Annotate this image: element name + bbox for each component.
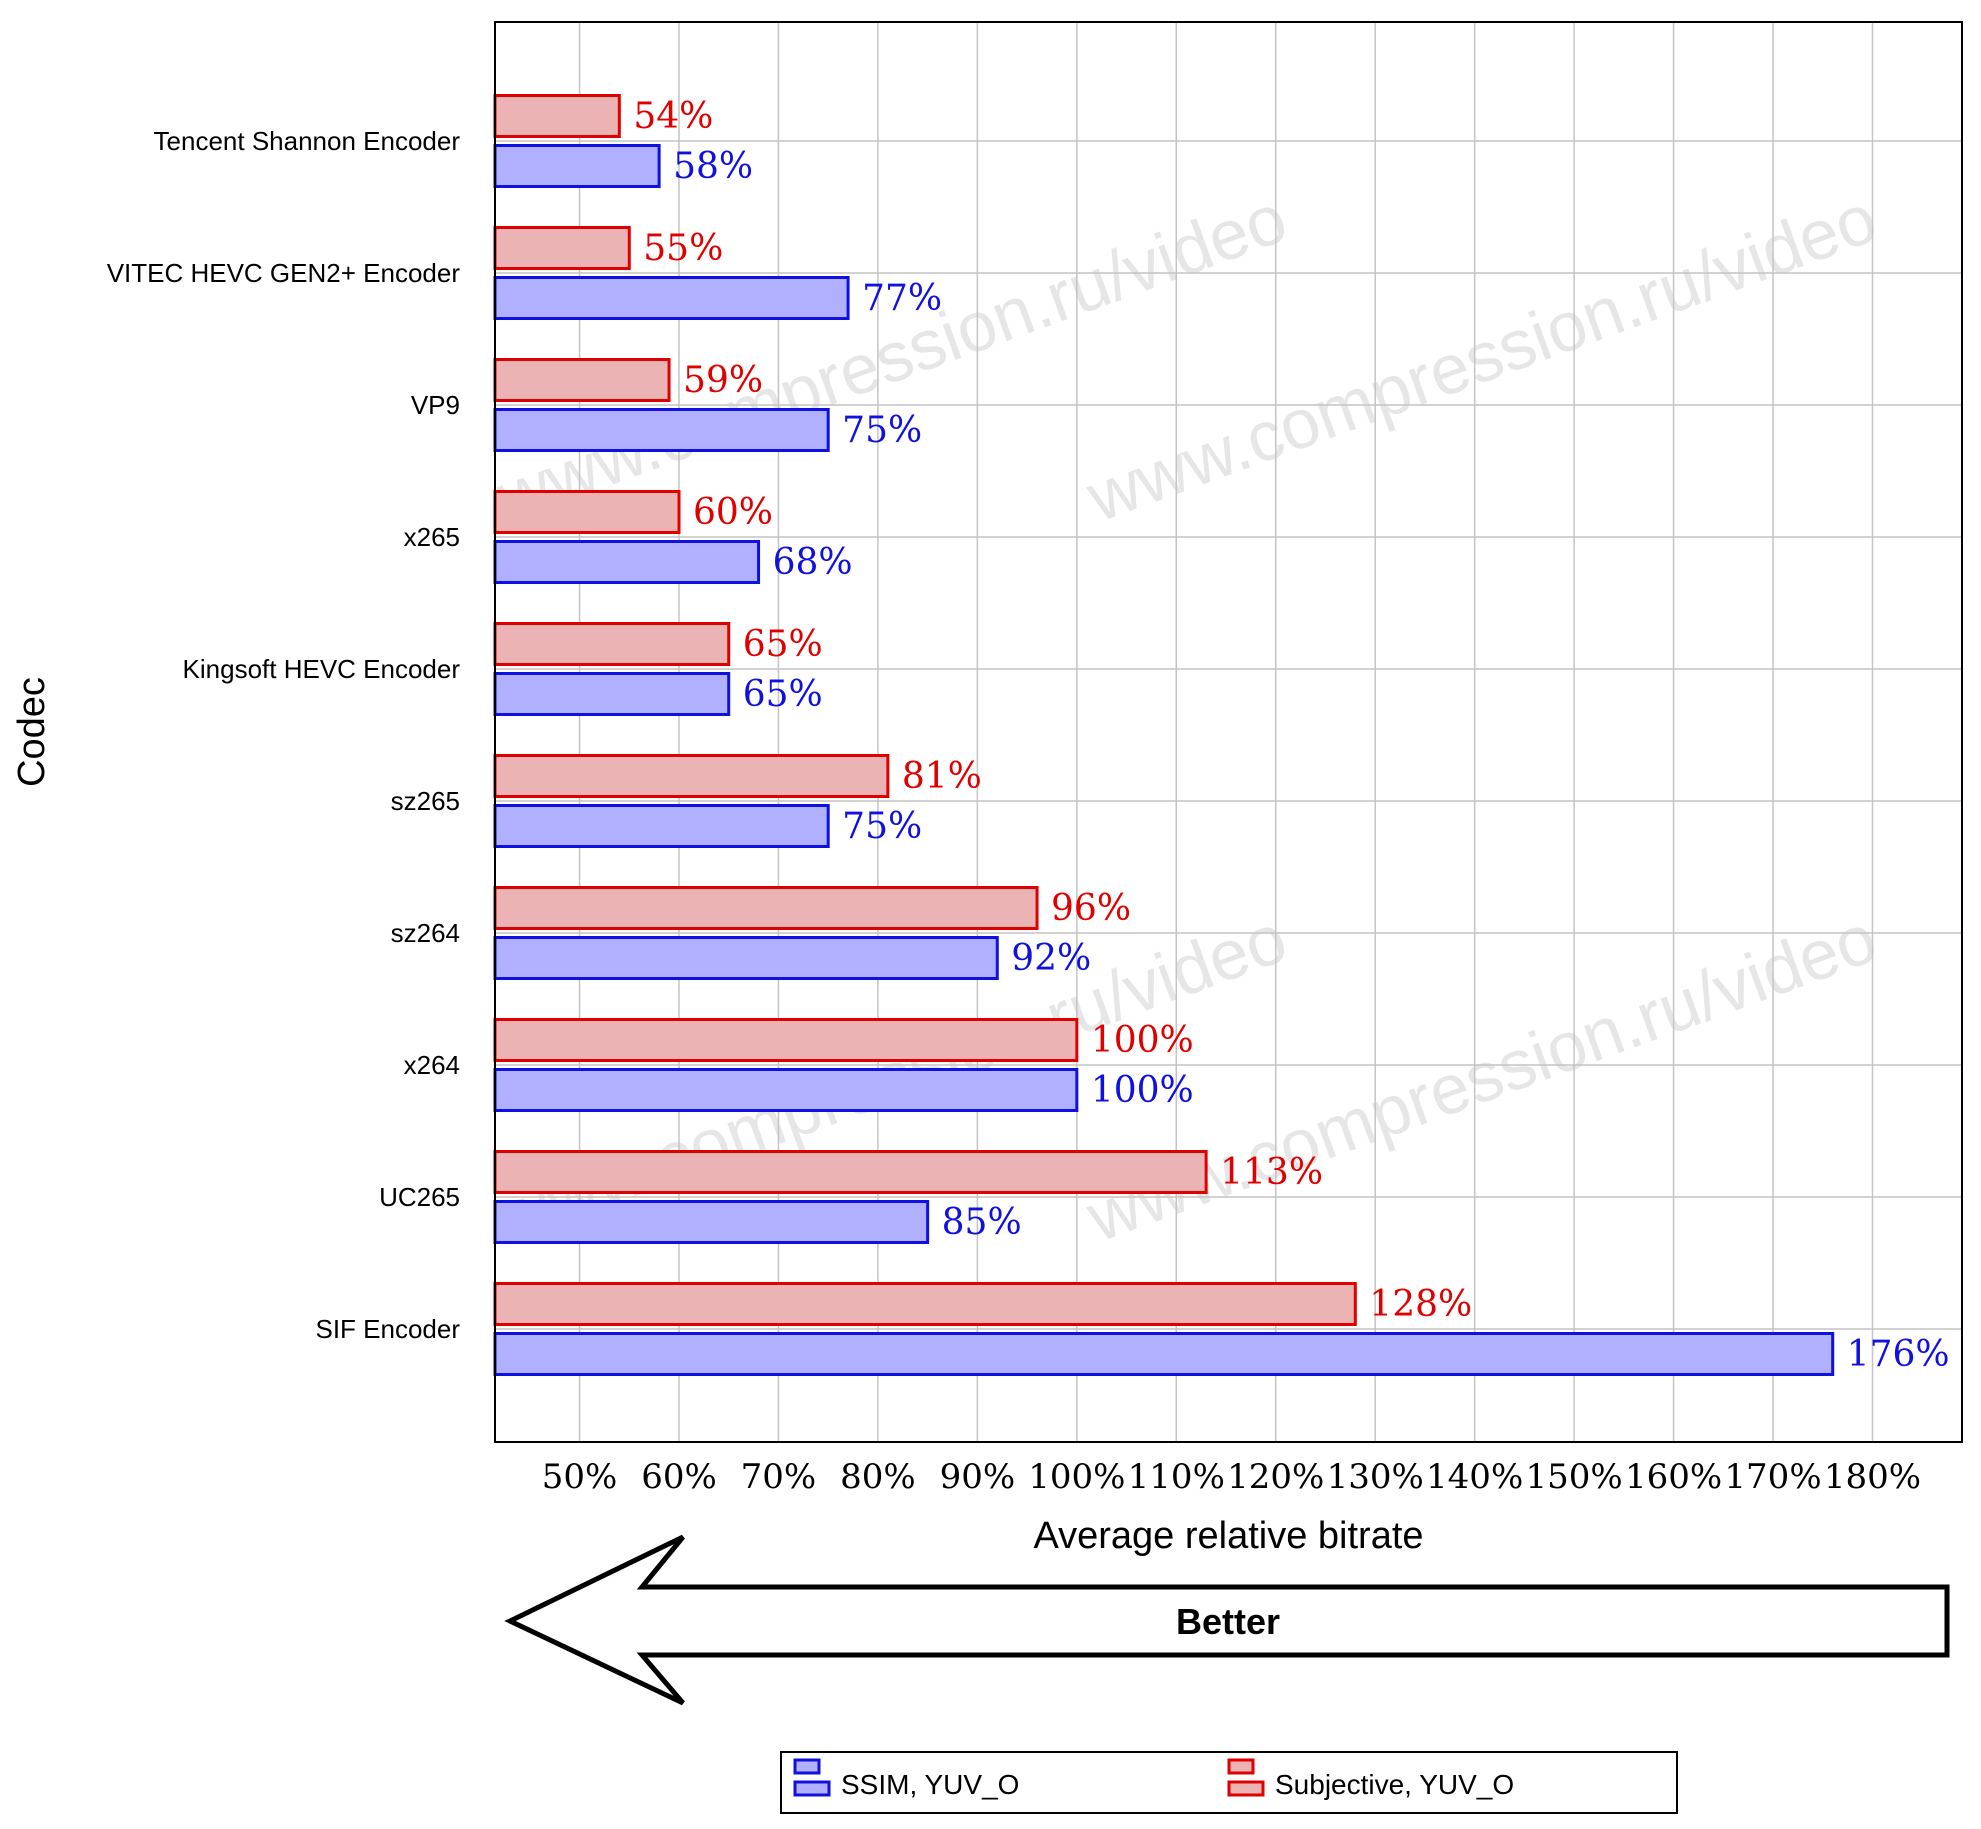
data-label-subjective: 128% xyxy=(1369,1284,1472,1325)
bar-ssim xyxy=(493,1068,1079,1112)
bar-ssim xyxy=(493,936,999,980)
category-label: VITEC HEVC GEN2+ Encoder xyxy=(107,258,461,288)
bar-subjective xyxy=(493,226,631,270)
bar-ssim xyxy=(493,144,661,188)
bar-subjective xyxy=(493,622,731,666)
data-label-subjective: 113% xyxy=(1220,1152,1323,1193)
bar-subjective xyxy=(493,358,671,402)
y-axis-title: Codec xyxy=(11,677,53,787)
category-label: Kingsoft HEVC Encoder xyxy=(183,654,461,684)
legend-swatch-ssim-wide xyxy=(793,1780,831,1797)
bars xyxy=(493,94,1835,1376)
bar-subjective xyxy=(493,94,621,138)
x-tick-label: 140% xyxy=(1426,1457,1523,1497)
category-label: UC265 xyxy=(379,1182,460,1212)
x-tick-label: 150% xyxy=(1526,1457,1623,1497)
x-tick-label: 180% xyxy=(1824,1457,1921,1497)
data-label-subjective: 100% xyxy=(1091,1020,1194,1061)
legend-swatch-ssim xyxy=(793,1758,821,1775)
bar-subjective xyxy=(493,886,1039,930)
better-arrow: Better xyxy=(504,1534,1950,1706)
bar-subjective xyxy=(493,1282,1357,1326)
legend-swatch-subjective xyxy=(1227,1758,1255,1775)
data-label-ssim: 65% xyxy=(743,674,823,715)
bar-ssim xyxy=(493,1200,930,1244)
x-tick-label: 120% xyxy=(1227,1457,1324,1497)
category-label: x265 xyxy=(404,522,460,552)
legend-swatch-subjective-wide xyxy=(1227,1780,1265,1797)
data-label-ssim: 77% xyxy=(862,278,942,319)
x-tick-label: 90% xyxy=(940,1457,1016,1497)
x-tick-label: 50% xyxy=(542,1457,618,1497)
legend: SSIM, YUV_O Subjective, YUV_O xyxy=(780,1751,1678,1814)
category-label: sz265 xyxy=(391,786,460,816)
bar-subjective xyxy=(493,490,681,534)
data-label-subjective: 59% xyxy=(683,360,763,401)
data-label-subjective: 55% xyxy=(643,228,723,269)
x-tick-label: 60% xyxy=(641,1457,717,1497)
x-tick-label: 100% xyxy=(1028,1457,1125,1497)
better-label: Better xyxy=(1176,1601,1280,1642)
plot-area-frame xyxy=(494,21,1963,1443)
data-label-ssim: 75% xyxy=(842,410,922,451)
category-label: sz264 xyxy=(391,918,460,948)
x-tick-label: 70% xyxy=(741,1457,817,1497)
bar-ssim xyxy=(493,804,830,848)
bar-ssim xyxy=(493,540,761,584)
data-label-subjective: 54% xyxy=(633,96,713,137)
x-tick-label: 170% xyxy=(1724,1457,1821,1497)
category-label: x264 xyxy=(404,1050,460,1080)
category-label: VP9 xyxy=(411,390,460,420)
x-tick-label: 160% xyxy=(1625,1457,1722,1497)
data-label-subjective: 60% xyxy=(693,492,773,533)
left-arrow-icon xyxy=(504,1534,1950,1706)
x-axis-title: Average relative bitrate xyxy=(1033,1515,1423,1557)
bar-subjective xyxy=(493,754,890,798)
legend-label-ssim: SSIM, YUV_O xyxy=(841,1769,1019,1800)
data-label-ssim: 68% xyxy=(773,542,853,583)
data-label-ssim: 85% xyxy=(942,1202,1022,1243)
x-tick-label: 130% xyxy=(1327,1457,1424,1497)
data-label-ssim: 75% xyxy=(842,806,922,847)
bar-ssim xyxy=(493,672,731,716)
legend-label-subjective: Subjective, YUV_O xyxy=(1275,1769,1514,1800)
x-tick-label: 110% xyxy=(1128,1457,1225,1497)
bar-subjective xyxy=(493,1150,1208,1194)
category-label: SIF Encoder xyxy=(315,1314,460,1344)
data-label-ssim: 92% xyxy=(1011,938,1091,979)
bar-subjective xyxy=(493,1018,1079,1062)
category-labels: Tencent Shannon Encoder VITEC HEVC GEN2+ … xyxy=(107,126,461,1344)
data-label-ssim: 100% xyxy=(1091,1070,1194,1111)
data-label-subjective: 96% xyxy=(1051,888,1131,929)
data-label-subjective: 65% xyxy=(743,624,823,665)
bar-ssim xyxy=(493,1332,1835,1376)
x-tick-label: 80% xyxy=(840,1457,916,1497)
data-label-ssim: 176% xyxy=(1847,1334,1950,1375)
bar-ssim xyxy=(493,408,830,452)
category-label: Tencent Shannon Encoder xyxy=(154,126,461,156)
data-label-ssim: 58% xyxy=(673,146,753,187)
data-labels: 54% 58% 55% 77% 59% 75% 60%68% 65% 65% 81% 75% 96% 9… xyxy=(633,96,1949,1375)
bar-ssim xyxy=(493,276,850,320)
x-tick-labels: 50% 60% 70% 80% 90% 100% 110% 120% 130% 140% 150% 1… xyxy=(542,1457,1921,1497)
data-label-subjective: 81% xyxy=(902,756,982,797)
